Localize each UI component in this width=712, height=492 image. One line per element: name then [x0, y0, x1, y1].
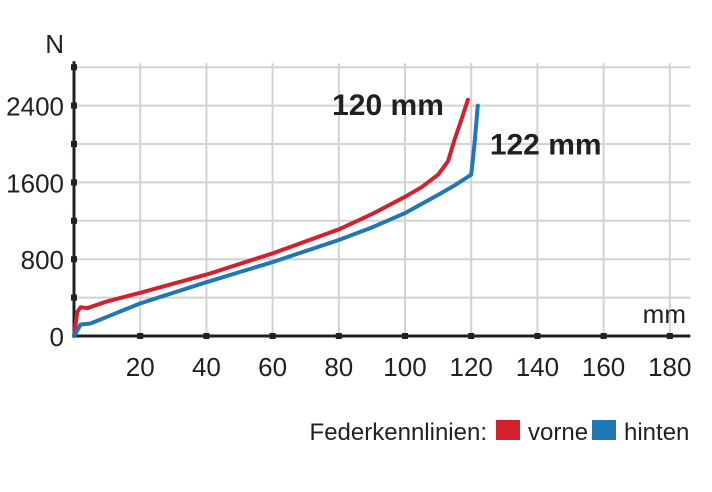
series-line-hinten — [72, 103, 480, 338]
y-tick-mark — [71, 179, 77, 186]
x-tick-label: 180 — [648, 352, 691, 382]
y-tick-label: 0 — [50, 322, 64, 352]
y-tick-label: 1600 — [6, 168, 64, 198]
x-tick-mark — [137, 333, 144, 339]
x-tick-label: 80 — [324, 352, 353, 382]
x-tick-mark — [534, 333, 541, 339]
axes — [71, 61, 691, 339]
y-tick-mark — [71, 217, 77, 224]
y-tick-mark — [71, 294, 77, 301]
y-tick-label: 2400 — [6, 92, 64, 122]
legend-title: Federkennlinien: — [310, 419, 487, 446]
series-line-vorne — [72, 97, 470, 338]
legend: Federkennlinien: vorne hinten — [310, 419, 690, 446]
y-tick-mark — [71, 141, 77, 147]
x-tick-label: 140 — [516, 352, 559, 382]
x-tick-label: 20 — [126, 352, 155, 382]
x-tick-mark — [335, 333, 342, 339]
x-tick-mark — [203, 333, 210, 339]
y-tick-mark — [71, 256, 77, 263]
labels-layer: 20 40 60 80 100 120 140 160 180 0 800 1600 2400 Nmm 12… — [6, 29, 691, 382]
x-tick-mark — [666, 333, 673, 339]
legend-swatch-vorne — [496, 420, 520, 440]
annotation-hinten-travel: 122 mm — [490, 129, 602, 162]
x-tick-mark — [468, 333, 475, 339]
annotation-vorne-travel: 120 mm — [332, 89, 444, 122]
y-tick-mark — [71, 102, 77, 109]
x-tick-label: 60 — [258, 352, 287, 382]
x-tick-mark — [269, 333, 276, 339]
legend-label-hinten: hinten — [624, 419, 689, 446]
x-tick-label: 120 — [450, 352, 493, 382]
legend-swatch-hinten — [592, 420, 616, 440]
y-tick-mark — [71, 64, 77, 71]
x-tick-label: 100 — [383, 352, 426, 382]
y-axis-unit: N — [45, 29, 64, 59]
legend-label-vorne: vorne — [528, 419, 588, 446]
y-tick-label: 800 — [21, 245, 64, 275]
grid — [74, 63, 691, 336]
x-tick-mark — [402, 333, 408, 339]
x-tick-label: 40 — [192, 352, 221, 382]
x-tick-label: 160 — [582, 352, 625, 382]
x-axis-unit: mm — [643, 299, 686, 329]
x-tick-mark — [600, 333, 607, 339]
series-layer — [72, 97, 480, 338]
